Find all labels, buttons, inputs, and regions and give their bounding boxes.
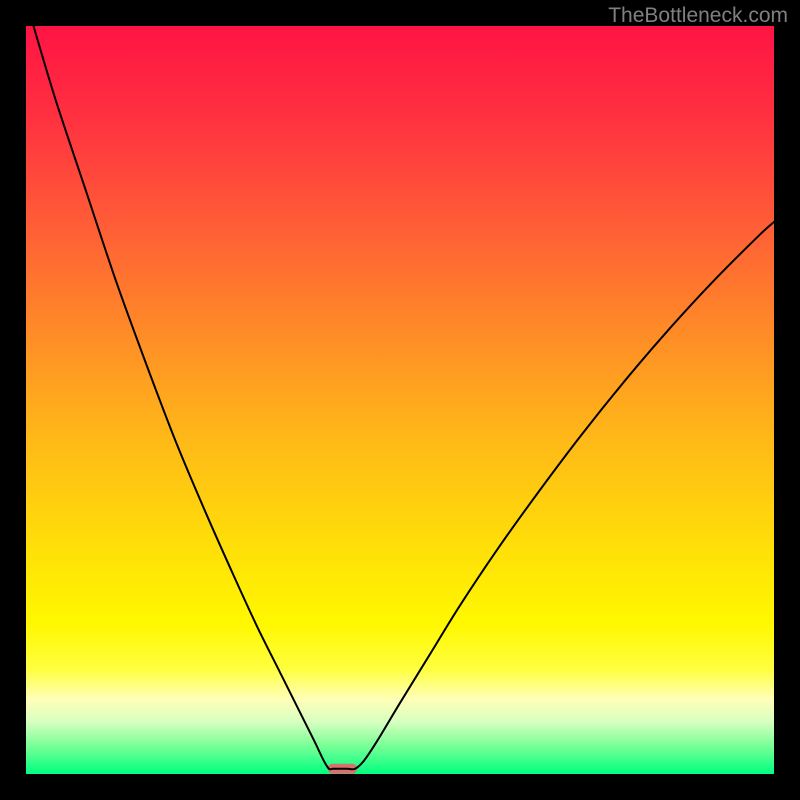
chart-svg: [0, 0, 800, 800]
watermark-text: TheBottleneck.com: [608, 4, 788, 28]
gradient-background: [26, 26, 774, 774]
chart-canvas: TheBottleneck.com: [0, 0, 800, 800]
